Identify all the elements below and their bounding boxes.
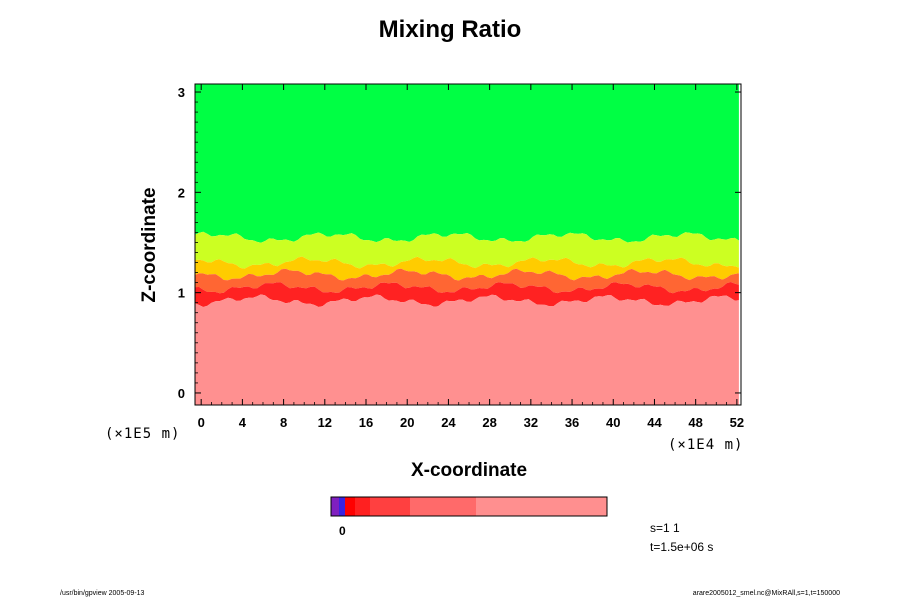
colorbar-frame (330, 496, 608, 517)
colorbar-label: 0 (339, 524, 346, 538)
field-layer-upper (195, 84, 739, 243)
colorbar-segment (370, 497, 410, 516)
x-unit-label: (×1E4 m) (668, 437, 744, 453)
heatmap-field (195, 84, 739, 405)
x-tick-label: 20 (400, 415, 414, 430)
colorbar-segment (355, 497, 370, 516)
x-tick-label: 32 (524, 415, 538, 430)
x-tick-label: 28 (482, 415, 496, 430)
field-layer-orange (195, 268, 739, 294)
x-axis-ticks: 0 4 8 12 16 20 24 28 32 36 40 44 48 52 (198, 84, 744, 430)
x-tick-label: 36 (565, 415, 579, 430)
y-tick-label: 2 (178, 185, 185, 200)
x-tick-label: 24 (441, 415, 456, 430)
x-axis-label: X-coordinate (410, 460, 528, 481)
field-layer-lower (195, 294, 739, 405)
y-tick-label: 3 (178, 85, 185, 100)
x-tick-label: 4 (239, 415, 247, 430)
y-unit-label: (×1E5 m) (105, 426, 181, 442)
chart-title: Mixing Ratio (378, 16, 522, 43)
colorbar-segment (331, 497, 339, 516)
time-info: t=1.5e+06 s (650, 540, 714, 554)
plot-frame (194, 83, 742, 406)
x-tick-label: 52 (730, 415, 744, 430)
field-layer-yellow-orange (195, 256, 739, 281)
y-axis-ticks: 0 1 2 3 (178, 85, 741, 401)
y-tick-label: 0 (178, 386, 185, 401)
x-tick-label: 40 (606, 415, 620, 430)
step-info: s=1 1 (650, 521, 680, 535)
x-tick-label: 12 (318, 415, 332, 430)
field-layer-red (195, 282, 739, 307)
footer-left: /usr/bin/gpview 2005-09-13 (60, 590, 145, 597)
colorbar (330, 496, 608, 517)
footer-right: arare2005012_smel.nc@MixRAll,s=1,t=15000… (692, 590, 840, 597)
colorbar-segment (339, 497, 345, 516)
y-axis-label: Z-coordinate (139, 187, 160, 303)
x-tick-label: 8 (280, 415, 287, 430)
y-tick-label: 1 (178, 286, 185, 301)
x-tick-label: 16 (359, 415, 373, 430)
colorbar-segment (345, 497, 355, 516)
x-tick-label: 48 (688, 415, 702, 430)
field-layer-transition (195, 231, 739, 269)
x-tick-label: 0 (198, 415, 205, 430)
colorbar-segment (476, 497, 607, 516)
colorbar-segment (410, 497, 476, 516)
x-tick-label: 44 (647, 415, 662, 430)
